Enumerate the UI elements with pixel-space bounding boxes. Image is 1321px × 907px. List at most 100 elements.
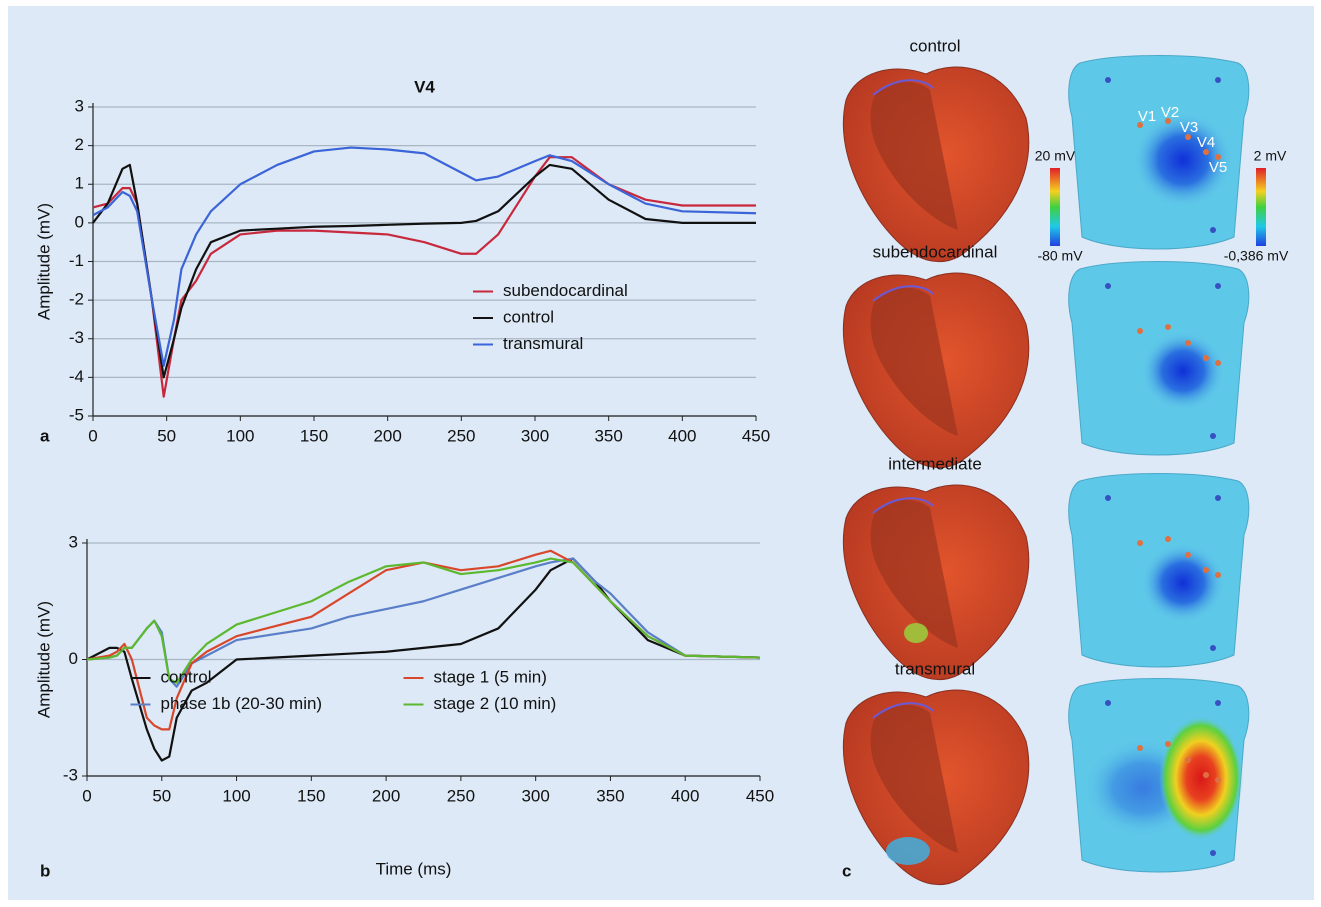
electrode <box>1105 77 1111 83</box>
legend-label: phase 1b (20-30 min) <box>161 694 323 713</box>
y-tick-label: 0 <box>75 212 84 231</box>
lead-electrode <box>1165 324 1171 330</box>
electrode <box>1105 495 1111 501</box>
legend-label: subendocardinal <box>503 281 628 300</box>
electrode <box>1105 283 1111 289</box>
electrode <box>1105 700 1111 706</box>
torso <box>1068 261 1250 456</box>
electrode <box>1215 700 1221 706</box>
x-tick-label: 400 <box>668 426 696 445</box>
y-tick-label: -3 <box>63 765 78 784</box>
lead-electrode <box>1185 134 1191 140</box>
heart-colorbar <box>1050 168 1060 246</box>
lead-electrode <box>1185 552 1191 558</box>
torso-scale-max: 2 mV <box>1254 148 1287 164</box>
lead-electrode <box>1137 540 1143 546</box>
heart-cavity <box>870 704 958 853</box>
y-tick-label: 3 <box>75 96 84 115</box>
lead-label: V2 <box>1161 104 1179 121</box>
torso-colorbar <box>1256 168 1266 246</box>
lead-label: V5 <box>1209 159 1227 176</box>
row-label: transmural <box>895 659 975 678</box>
legend-label: control <box>503 307 554 326</box>
lead-electrode <box>1185 757 1191 763</box>
y-tick-label: 2 <box>75 135 84 154</box>
chart-title: V4 <box>414 77 435 96</box>
lead-electrode <box>1137 122 1143 128</box>
electrode <box>1210 227 1216 233</box>
torso <box>1068 678 1250 873</box>
panel-label: b <box>40 861 50 880</box>
lead-electrode <box>1203 567 1209 573</box>
lead-electrode <box>1137 745 1143 751</box>
lead-label: V4 <box>1197 134 1215 151</box>
panel-label: c <box>842 861 851 880</box>
legend-label: control <box>161 667 212 686</box>
y-axis-label: Amplitude (mV) <box>34 601 53 718</box>
heart-edge <box>872 285 934 302</box>
y-tick-label: -1 <box>69 251 84 270</box>
heart-cavity <box>870 499 958 648</box>
lead-electrode <box>1215 360 1221 366</box>
heart-edge <box>872 79 934 96</box>
heart-cavity <box>870 287 958 436</box>
heart <box>842 484 1030 681</box>
torso-scale-min: -0,386 mV <box>1224 248 1289 264</box>
x-tick-label: 50 <box>152 786 171 805</box>
panel-c: 20 mV -80 mV 2 mV -0,386 mV c control sub… <box>842 36 1289 886</box>
heart <box>842 66 1030 263</box>
electrode <box>1215 77 1221 83</box>
legend-label: stage 2 (10 min) <box>434 694 557 713</box>
x-tick-label: 350 <box>594 426 622 445</box>
lead-electrode <box>1165 741 1171 747</box>
legend-label: transmural <box>503 334 583 353</box>
row-label: subendocardinal <box>873 242 998 261</box>
panel-label: a <box>40 426 50 445</box>
electrode <box>1210 850 1216 856</box>
torso <box>1068 55 1250 250</box>
x-axis-label: Time (ms) <box>376 859 452 878</box>
lead-electrode <box>1215 777 1221 783</box>
x-tick-label: 250 <box>447 786 475 805</box>
electrode <box>1215 283 1221 289</box>
lead-electrode <box>1203 355 1209 361</box>
lead-electrode <box>1203 772 1209 778</box>
series-line <box>92 146 757 367</box>
y-tick-label: 0 <box>69 649 78 668</box>
y-tick-label: -2 <box>69 290 84 309</box>
lead-electrode <box>1203 149 1209 155</box>
ischemia <box>886 837 930 865</box>
row-label: control <box>909 36 960 55</box>
potential-min <box>1141 331 1225 411</box>
heart-edge <box>872 497 934 514</box>
y-axis-label: Amplitude (mV) <box>34 203 53 320</box>
x-tick-label: 450 <box>742 426 770 445</box>
y-tick-label: -5 <box>69 405 84 424</box>
torso <box>1068 473 1250 668</box>
y-tick-label: -4 <box>69 367 84 386</box>
heart-scale-max: 20 mV <box>1035 148 1076 164</box>
x-tick-label: 400 <box>671 786 699 805</box>
x-tick-label: 300 <box>521 786 549 805</box>
x-tick-label: 50 <box>157 426 176 445</box>
electrode <box>1215 495 1221 501</box>
y-tick-label: -3 <box>69 328 84 347</box>
x-tick-label: 150 <box>297 786 325 805</box>
heart <box>842 272 1030 469</box>
ischemia <box>904 623 928 643</box>
heart <box>842 689 1030 886</box>
lead-label: V3 <box>1180 119 1198 136</box>
potential-min <box>1133 112 1233 208</box>
row-label: intermediate <box>888 454 982 473</box>
x-tick-label: 0 <box>88 426 97 445</box>
lead-electrode <box>1215 572 1221 578</box>
electrode <box>1210 433 1216 439</box>
lead-label: V1 <box>1138 108 1156 125</box>
lead-electrode <box>1185 340 1191 346</box>
electrode <box>1210 645 1216 651</box>
lead-electrode <box>1165 118 1171 124</box>
lead-electrode <box>1215 154 1221 160</box>
potential-min <box>1141 543 1225 623</box>
